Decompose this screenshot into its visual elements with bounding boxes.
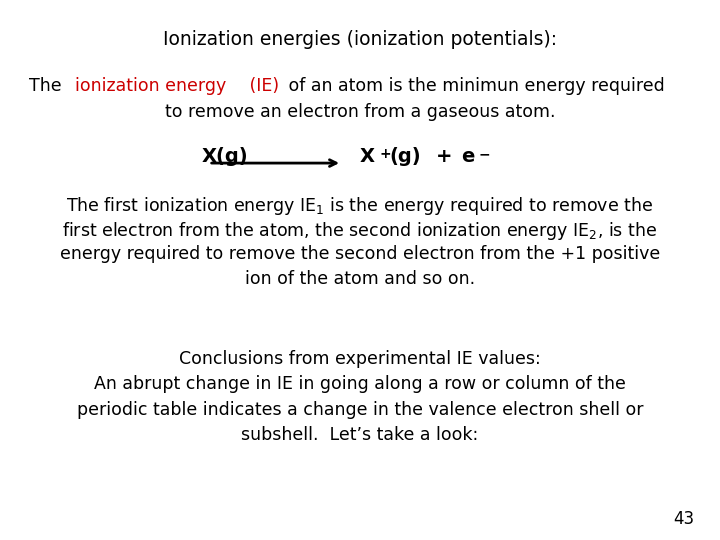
Text: The: The (29, 77, 67, 94)
Text: subshell.  Let’s take a look:: subshell. Let’s take a look: (241, 426, 479, 444)
Text: Ionization energies (ionization potentials):: Ionization energies (ionization potentia… (163, 30, 557, 49)
Text: energy required to remove the second electron from the +1 positive: energy required to remove the second ele… (60, 245, 660, 263)
Text: e: e (461, 147, 474, 166)
FancyArrowPatch shape (212, 160, 336, 166)
Text: (IE): (IE) (244, 77, 279, 94)
Text: +: + (436, 147, 453, 166)
Text: The first ionization energy IE$_1$ is the energy required to remove the: The first ionization energy IE$_1$ is th… (66, 195, 654, 218)
Text: X(g): X(g) (202, 147, 248, 166)
Text: ion of the atom and so on.: ion of the atom and so on. (245, 270, 475, 288)
Text: first electron from the atom, the second ionization energy IE$_2$, is the: first electron from the atom, the second… (63, 220, 657, 242)
Text: −: − (478, 147, 490, 161)
Text: (g): (g) (390, 147, 421, 166)
Text: ionization energy: ionization energy (75, 77, 226, 94)
Text: to remove an electron from a gaseous atom.: to remove an electron from a gaseous ato… (165, 103, 555, 120)
Text: of an atom is the minimun energy required: of an atom is the minimun energy require… (283, 77, 665, 94)
Text: An abrupt change in IE in going along a row or column of the: An abrupt change in IE in going along a … (94, 375, 626, 393)
Text: Conclusions from experimental IE values:: Conclusions from experimental IE values: (179, 350, 541, 368)
Text: 43: 43 (674, 510, 695, 528)
Text: periodic table indicates a change in the valence electron shell or: periodic table indicates a change in the… (77, 401, 643, 418)
Text: +: + (379, 147, 391, 161)
Text: X: X (360, 147, 375, 166)
